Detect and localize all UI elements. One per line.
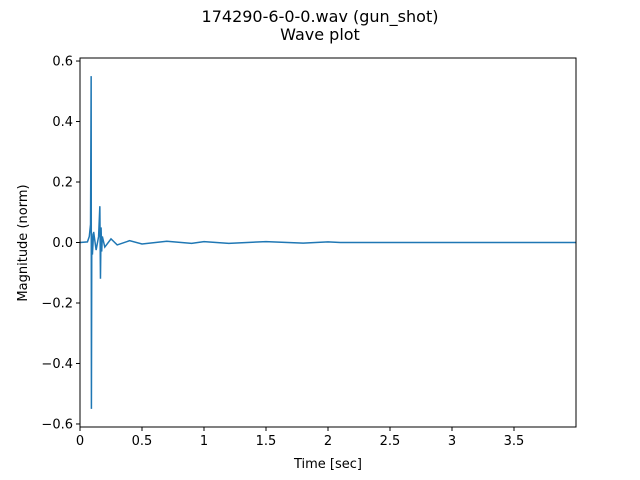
y-tick-label: 0.2 bbox=[52, 176, 73, 191]
x-tick-label: 2 bbox=[324, 434, 332, 449]
x-axis: 0 0.5 1 1.5 2 2.5 3 3.5 bbox=[76, 427, 524, 449]
y-tick-label: −0.6 bbox=[41, 417, 73, 432]
x-tick-label: 0.5 bbox=[132, 434, 153, 449]
chart-subtitle: Wave plot bbox=[280, 25, 360, 44]
chart-title: 174290-6-0-0.wav (gun_shot) bbox=[202, 7, 439, 27]
x-tick-label: 3 bbox=[448, 434, 456, 449]
x-tick-label: 3.5 bbox=[504, 434, 525, 449]
y-axis-label: Magnitude (norm) bbox=[16, 184, 31, 301]
x-tick-label: 2.5 bbox=[380, 434, 401, 449]
x-tick-label: 0 bbox=[76, 434, 84, 449]
y-tick-label: 0.4 bbox=[52, 115, 73, 130]
x-tick-label: 1 bbox=[200, 434, 208, 449]
y-axis: −0.6 −0.4 −0.2 0.0 0.2 0.4 0.6 bbox=[41, 55, 80, 432]
x-axis-label: Time [sec] bbox=[293, 457, 362, 472]
x-tick-label: 1.5 bbox=[256, 434, 277, 449]
plot-area bbox=[79, 76, 576, 409]
y-tick-label: 0.6 bbox=[52, 55, 73, 70]
waveform-line bbox=[79, 76, 576, 409]
y-tick-label: 0.0 bbox=[52, 236, 73, 251]
y-tick-label: −0.2 bbox=[41, 296, 73, 311]
y-tick-label: −0.4 bbox=[41, 357, 73, 372]
